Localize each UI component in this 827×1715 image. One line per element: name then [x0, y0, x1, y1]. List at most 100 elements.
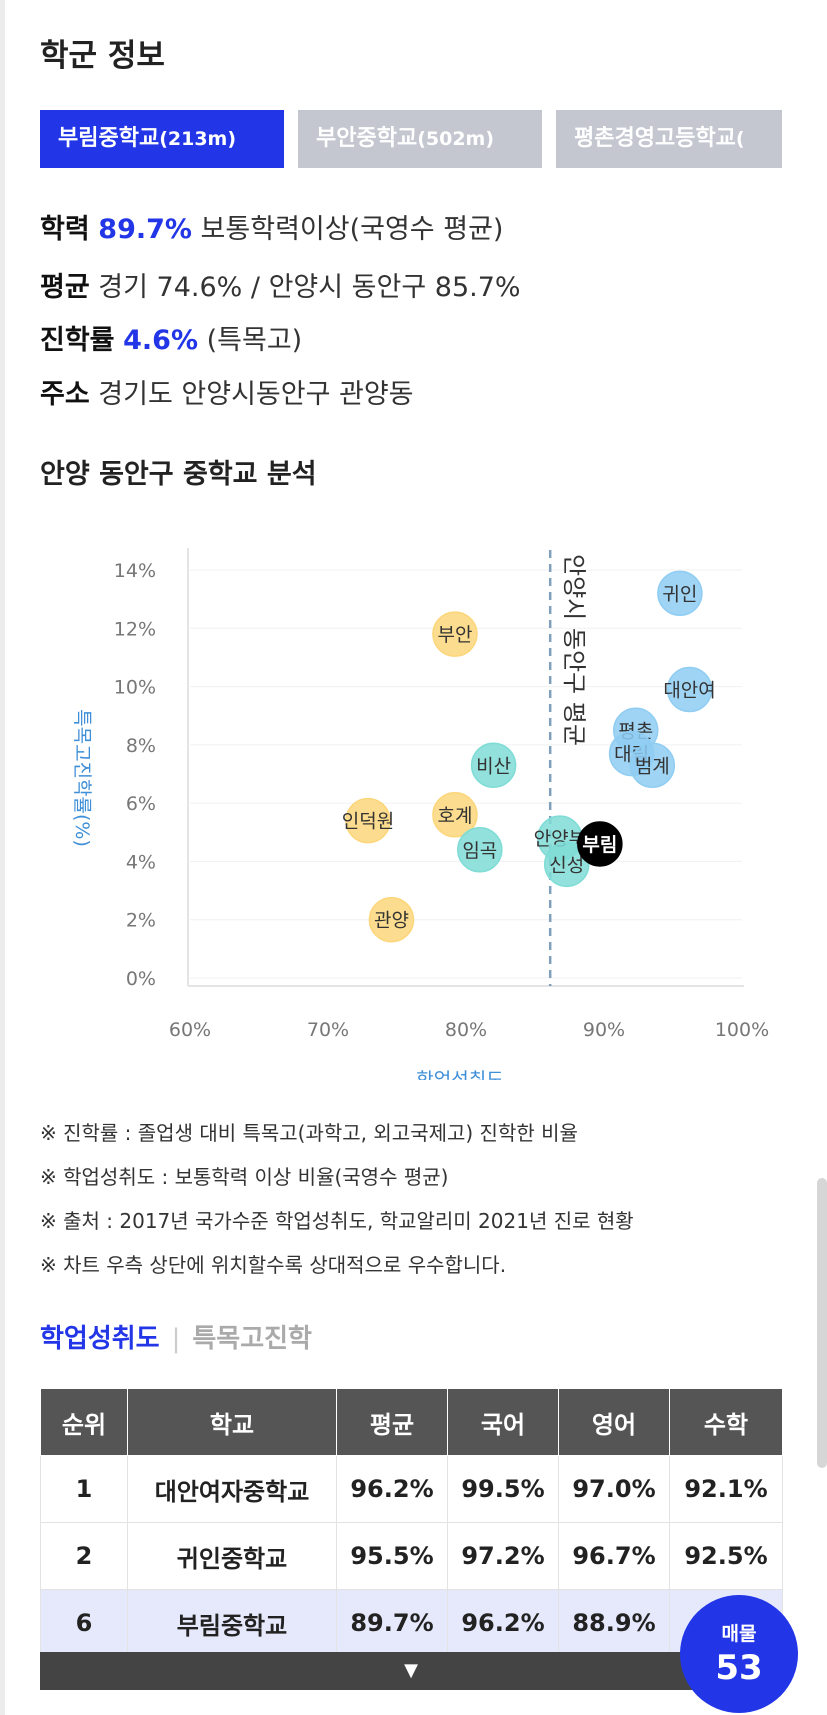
advance-desc: (특목고): [206, 325, 303, 356]
footnote: ※ 진학률 : 졸업생 대비 특목고(과학고, 외고국제고) 진학한 비율: [40, 1121, 578, 1145]
school-tab-name: 평촌경영고등학교: [574, 126, 736, 151]
cell-avg: 89.7%: [336, 1589, 448, 1657]
cell-kor: 96.2%: [447, 1589, 559, 1657]
cell-kor: 99.5%: [447, 1455, 559, 1523]
data-point: [345, 797, 391, 844]
school-tab-buan[interactable]: 부안중학교(502m): [298, 110, 542, 168]
header-school: 학교: [127, 1388, 337, 1456]
school-tab-name: 부안중학교: [316, 126, 418, 151]
x-tick-label: 80%: [445, 1019, 487, 1041]
subtab-academic[interactable]: 학업성취도: [40, 1324, 160, 1354]
header-kor: 국어: [447, 1388, 559, 1456]
school-tab-name: 부림중학교: [58, 126, 160, 151]
address-text: 경기도 안양시동안구 관양동: [98, 379, 414, 410]
cell-avg: 96.2%: [336, 1455, 448, 1523]
data-point: [543, 841, 590, 888]
header-avg: 평균: [336, 1388, 448, 1456]
school-tab-pyeongchon[interactable]: 평촌경영고등학교(: [556, 110, 782, 168]
data-point: [457, 827, 503, 873]
data-point: [657, 570, 703, 617]
listings-label: 매물: [721, 1623, 757, 1645]
school-tab-distance: (213m): [159, 128, 237, 150]
listings-count: 53: [715, 1648, 763, 1688]
scatter-chart: 0% 2% 4% 6% 8% 10% 12% 14% 60% 70% 80% 90% 100% 학업성취도…: [71, 548, 769, 1080]
cell-school: 부림중학교: [127, 1589, 337, 1657]
scrollbar[interactable]: [817, 1178, 827, 1468]
table-row[interactable]: 2 귀인중학교 95.5% 97.2% 96.7% 92.5%: [40, 1522, 783, 1590]
data-point-label: 범계: [635, 755, 670, 777]
left-divider: [0, 0, 5, 1715]
x-tick-label: 90%: [583, 1019, 625, 1041]
subtab-divider: |: [171, 1324, 181, 1354]
cell-rank: 6: [40, 1589, 128, 1657]
cell-eng: 96.7%: [558, 1522, 670, 1590]
table-header-row: 순위 학교 평균 국어 영어 수학: [40, 1388, 783, 1456]
cell-math: 92.5%: [669, 1522, 783, 1590]
data-point: [368, 896, 415, 943]
header-rank: 순위: [40, 1388, 128, 1456]
x-tick-label: 60%: [169, 1019, 211, 1041]
data-point: [577, 821, 623, 867]
data-point-label: 비산: [476, 755, 511, 777]
footnote: ※ 출처 : 2017년 국가수준 학업성취도, 학교알리미 2021년 진로 …: [40, 1209, 634, 1233]
advance-label: 진학률: [40, 325, 115, 356]
ranking-table: 순위 학교 평균 국어 영어 수학 1 대안여자중학교 96.2% 99.5% …: [40, 1388, 783, 1657]
x-tick-label: 100%: [715, 1019, 769, 1041]
y-tick-label: 8%: [126, 735, 156, 757]
y-tick-label: 10%: [114, 677, 156, 699]
school-tabs: 부림중학교(213m) 부안중학교(502m) 평촌경영고등학교(: [40, 110, 782, 168]
y-tick-label: 6%: [126, 793, 156, 815]
academic-label: 학력: [40, 214, 90, 245]
table-row[interactable]: 1 대안여자중학교 96.2% 99.5% 97.0% 92.1%: [40, 1455, 783, 1523]
cell-rank: 2: [40, 1522, 128, 1590]
data-point-label: 호계: [437, 805, 472, 827]
average-text: 경기 74.6% / 안양시 동안구 85.7%: [98, 272, 521, 303]
y-tick-label: 0%: [126, 968, 156, 990]
cell-eng: 88.9%: [558, 1589, 670, 1657]
expand-table-button[interactable]: ▼: [40, 1652, 782, 1690]
school-tab-distance: (: [735, 128, 745, 150]
footnote: ※ 차트 우측 상단에 위치할수록 상대적으로 우수합니다.: [40, 1253, 507, 1277]
y-tick-label: 2%: [126, 910, 156, 932]
cell-eng: 97.0%: [558, 1455, 670, 1523]
section-title: 학군 정보: [40, 38, 165, 74]
footnote: ※ 학업성취도 : 보통학력 이상 비율(국영수 평균): [40, 1165, 449, 1189]
cell-math: 92.1%: [669, 1455, 783, 1523]
y-axis-title: 특목고진학률(%): [71, 709, 93, 847]
listings-button[interactable]: 매물 53: [680, 1595, 798, 1713]
x-tick-label: 70%: [307, 1019, 349, 1041]
data-point: [432, 792, 478, 838]
header-eng: 영어: [558, 1388, 670, 1456]
data-point: [666, 666, 713, 713]
analysis-title: 안양 동안구 중학교 분석: [40, 459, 317, 490]
academic-value: 89.7%: [98, 214, 192, 245]
average-info: 평균 경기 74.6% / 안양시 동안구 85.7%: [40, 265, 521, 304]
address-info: 주소 경기도 안양시동안구 관양동: [40, 372, 414, 411]
data-point-label: 귀인: [662, 583, 697, 605]
academic-desc: 보통학력이상(국영수 평균): [200, 214, 504, 245]
school-tab-distance: (502m): [417, 128, 495, 150]
address-label: 주소: [40, 379, 90, 410]
ranking-subtabs: 학업성취도 | 특목고진학: [40, 1318, 312, 1355]
cell-rank: 1: [40, 1455, 128, 1523]
district-average-label: 안양시 동안구 평균: [560, 554, 588, 746]
academic-info: 학력 89.7% 보통학력이상(국영수 평균): [40, 207, 503, 246]
data-point-label: 대안여: [663, 679, 715, 701]
advance-value: 4.6%: [123, 325, 199, 356]
y-tick-label: 4%: [126, 851, 156, 873]
data-point: [629, 742, 676, 789]
cell-school: 대안여자중학교: [127, 1455, 337, 1523]
header-math: 수학: [669, 1388, 783, 1456]
x-axis-title: 학업성취도: [416, 1069, 503, 1080]
cell-school: 귀인중학교: [127, 1522, 337, 1590]
data-point-label: 관양: [374, 910, 409, 932]
data-point-label: 임곡: [462, 840, 497, 862]
data-point: [470, 742, 517, 789]
y-tick-label: 14%: [114, 560, 156, 582]
subtab-special[interactable]: 특목고진학: [192, 1324, 312, 1354]
footnotes: ※ 진학률 : 졸업생 대비 특목고(과학고, 외고국제고) 진학한 비율 ※ …: [40, 1118, 634, 1294]
advance-info: 진학률 4.6% (특목고): [40, 318, 302, 357]
school-tab-burim[interactable]: 부림중학교(213m): [40, 110, 284, 168]
table-row-current[interactable]: 6 부림중학교 89.7% 96.2% 88.9% 8: [40, 1589, 783, 1657]
data-point-label: 인덕원: [342, 811, 394, 833]
